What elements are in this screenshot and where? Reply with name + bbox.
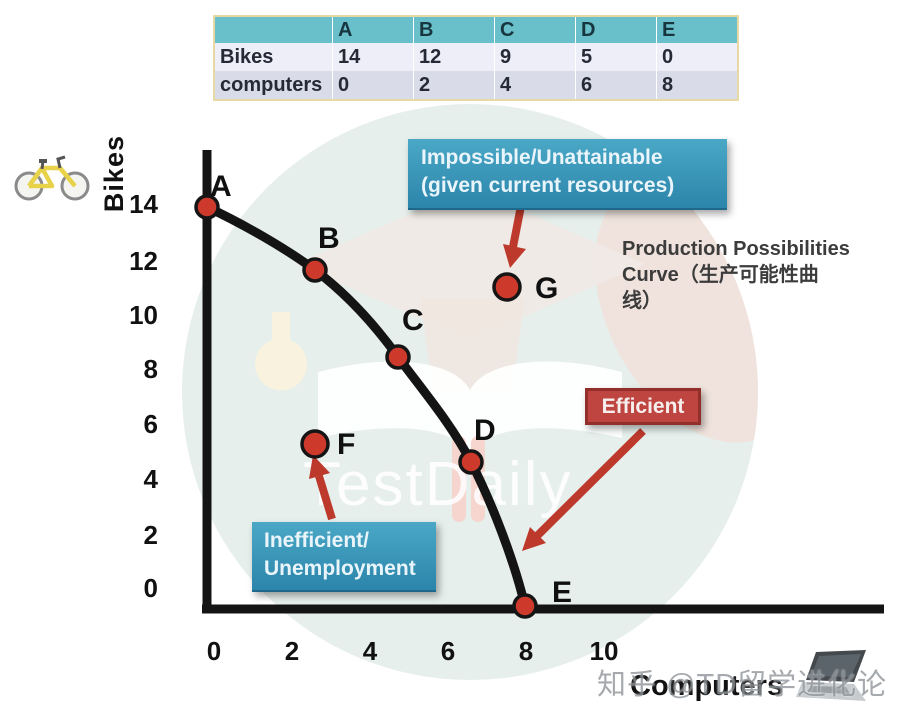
arrowhead-efficient: [522, 527, 546, 551]
table-cell: 4: [494, 71, 576, 100]
point-label-F: F: [337, 428, 356, 461]
inefficient-callout-line: Inefficient/: [264, 529, 370, 552]
table-cell: 2: [413, 71, 495, 100]
point-B-marker: [302, 257, 328, 283]
row-label: computers: [213, 71, 333, 100]
table-cell: 14: [332, 43, 414, 71]
ppc-data-table: A B C D E Bikes 14 12 9 5 0 computers 0 …: [213, 15, 739, 101]
y-tick-6: 6: [143, 409, 158, 439]
chart-title-line: 线）: [622, 290, 662, 312]
table-row-computers: computers 0 2 4 6 8: [213, 71, 738, 100]
impossible-callout: Impossible/Unattainable (given current r…: [408, 139, 727, 210]
table-cell: 8: [656, 71, 738, 100]
table-header-cell: D: [575, 16, 657, 43]
table-header-cell: C: [494, 16, 576, 43]
point-label-G: G: [535, 272, 559, 305]
table-row-bikes: Bikes 14 12 9 5 0: [213, 43, 738, 71]
table-cell: 12: [413, 43, 495, 71]
y-tick-10: 10: [129, 300, 158, 330]
point-label-A: A: [210, 170, 232, 203]
point-label-D: D: [474, 414, 496, 447]
arrowhead-impossible: [503, 244, 526, 268]
y-tick-2: 2: [143, 520, 158, 550]
testdaily-watermark-text: TestDaily: [303, 450, 573, 519]
point-E-marker: [512, 593, 538, 619]
x-axis-title: Computers: [630, 670, 784, 702]
table-header-cell: A: [332, 16, 414, 43]
table-cell: 6: [575, 71, 657, 100]
data-points: [194, 194, 538, 619]
zhihu-watermark: 知乎 @TD留学进化论: [597, 669, 888, 701]
efficient-callout: Efficient: [585, 388, 701, 425]
y-tick-8: 8: [143, 354, 158, 384]
table-cell: 0: [656, 43, 738, 71]
x-tick-6: 6: [440, 636, 456, 666]
arrow-efficient-to-curve: [534, 428, 646, 539]
arrow-inefficient-to-F: [315, 474, 336, 521]
x-tick-10: 10: [589, 636, 619, 666]
laptop-icon: [796, 650, 866, 701]
annotation-arrows: [309, 205, 646, 551]
point-label-E: E: [552, 576, 573, 609]
y-tick-14: 14: [129, 189, 158, 219]
table-header-row: A B C D E: [213, 16, 738, 43]
table-cell: 9: [494, 43, 576, 71]
arrowhead-inefficient: [309, 455, 330, 479]
x-tick-2: 2: [284, 636, 300, 666]
bicycle-icon: [14, 155, 90, 201]
x-tick-8: 8: [518, 636, 534, 666]
chart-title-line: Production Possibilities: [622, 238, 850, 260]
chart-title: Production Possibilities Curve（生产可能性曲 线）: [622, 236, 884, 314]
impossible-callout-line: (given current resources): [421, 174, 675, 197]
y-tick-0: 0: [143, 573, 158, 603]
arrow-impossible-to-G: [509, 205, 525, 248]
table-header-cell: [213, 16, 333, 43]
x-tick-4: 4: [362, 636, 378, 666]
point-G-marker: [492, 272, 522, 302]
table-cell: 5: [575, 43, 657, 71]
inefficient-callout-line: Unemployment: [264, 557, 416, 580]
x-tick-0: 0: [206, 636, 222, 666]
row-label: Bikes: [213, 43, 333, 71]
point-label-C: C: [402, 304, 424, 337]
table-header-cell: B: [413, 16, 495, 43]
impossible-callout-line: Impossible/Unattainable: [421, 146, 663, 169]
point-A-marker: [194, 194, 220, 220]
chart-title-line: Curve（生产可能性曲: [622, 264, 819, 286]
point-F-marker: [300, 429, 330, 459]
point-label-B: B: [318, 222, 340, 255]
y-tick-4: 4: [143, 464, 158, 494]
y-tick-12: 12: [129, 246, 158, 276]
point-D-marker: [458, 449, 484, 475]
inefficient-callout: Inefficient/ Unemployment: [252, 522, 436, 592]
point-C-marker: [385, 344, 411, 370]
table-cell: 0: [332, 71, 414, 100]
table-header-cell: E: [656, 16, 738, 43]
